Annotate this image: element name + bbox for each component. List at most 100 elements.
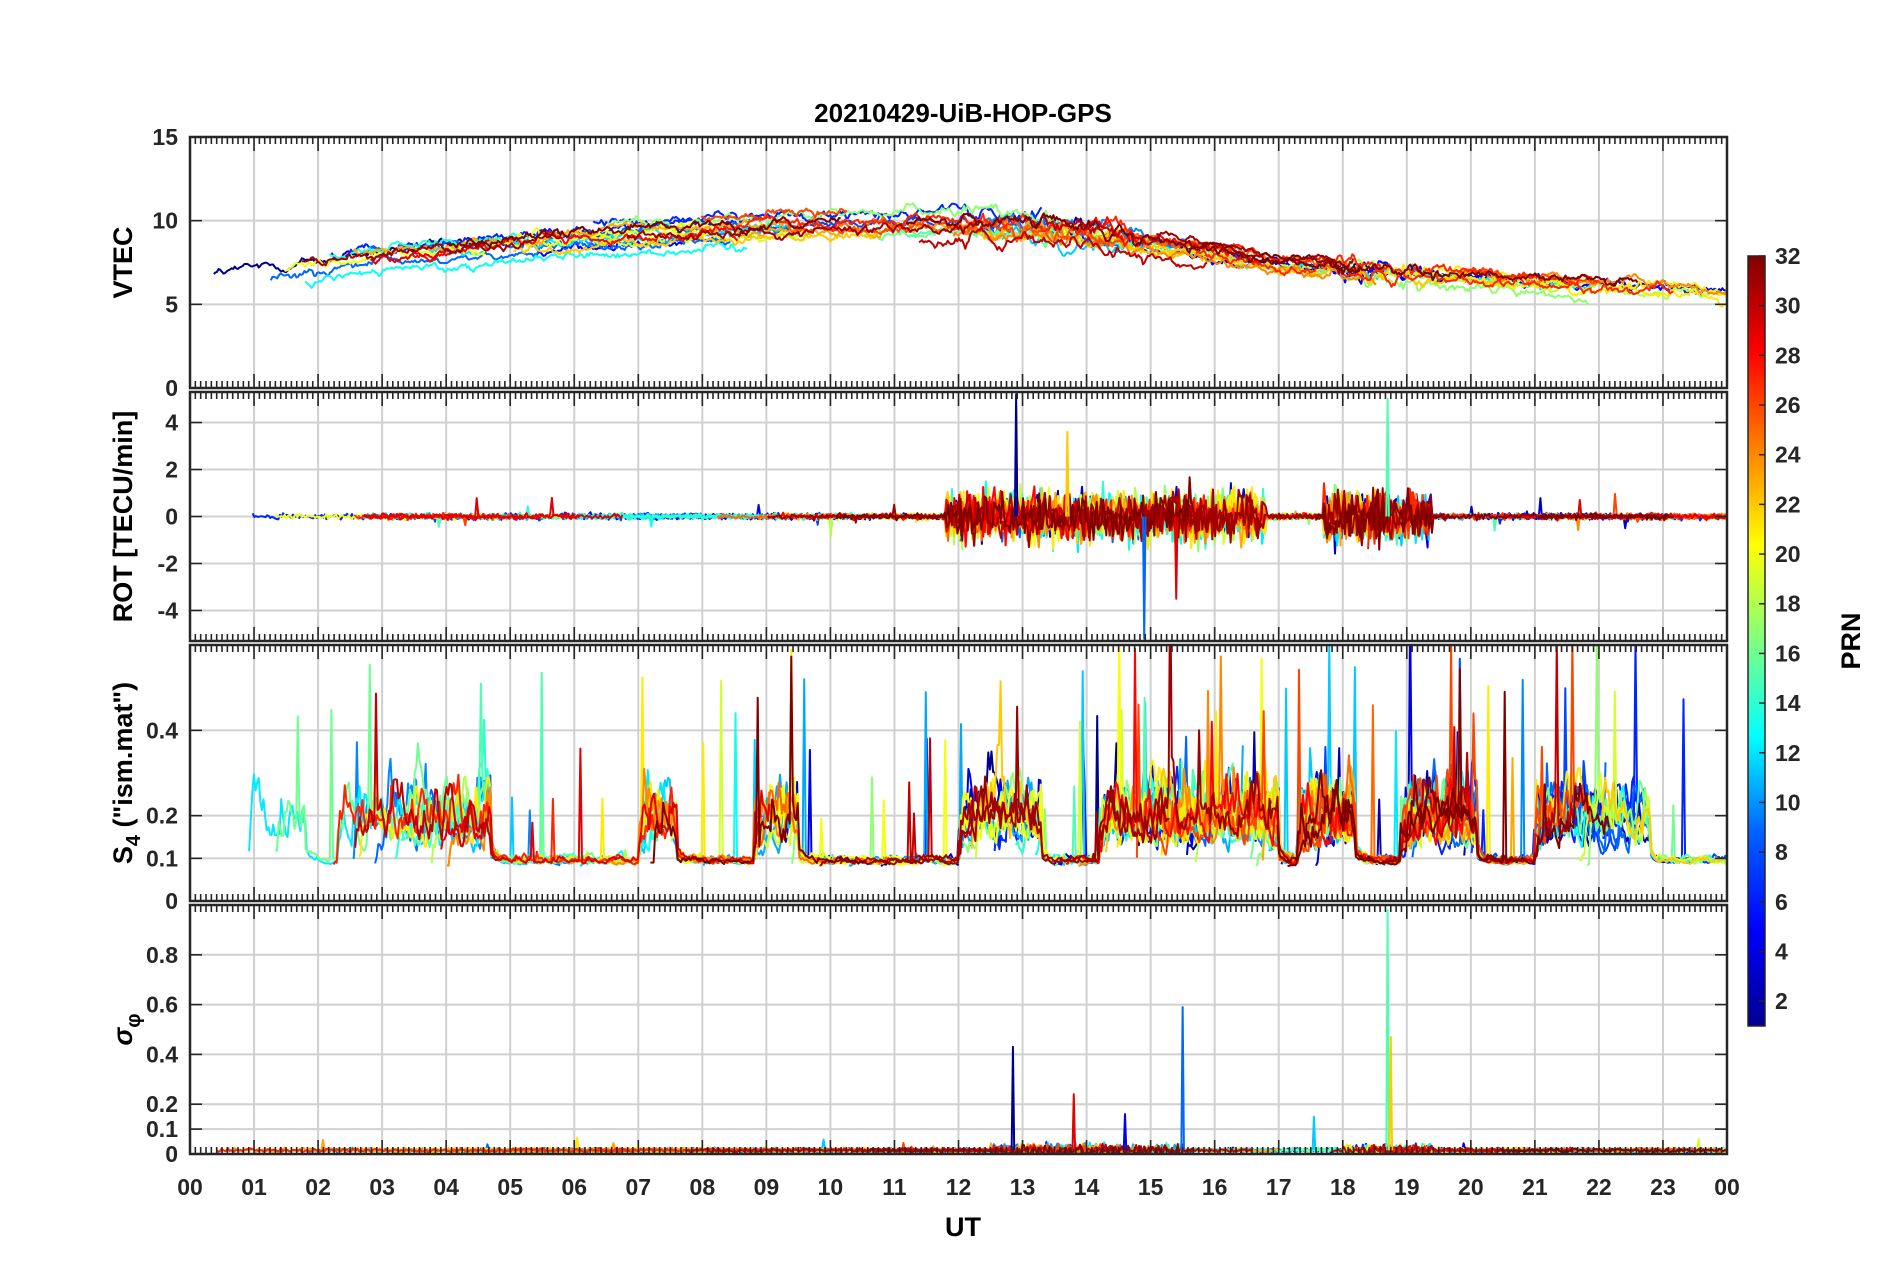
colorbar-tick-label: 32 (1775, 243, 1801, 269)
prn-trace (1538, 512, 1669, 521)
chart-title: 20210429-UiB-HOP-GPS (814, 98, 1112, 128)
colorbar-tick-label: 6 (1775, 889, 1788, 915)
prn-trace (905, 212, 1361, 275)
x-tick-label: 22 (1586, 1174, 1612, 1200)
peak-spike (1388, 1035, 1394, 1151)
x-minor-ticks (189, 136, 1728, 389)
y-tick-label: 0.4 (146, 717, 178, 743)
rot-panel: -4 -2 0 2 4 ROT [TECU/min] (108, 390, 1729, 643)
x-tick-label: 11 (882, 1174, 907, 1200)
colorbar-tick-label: 2 (1775, 988, 1788, 1014)
prn-trace (626, 219, 983, 241)
prn-trace (1030, 216, 1161, 246)
peak-spike (1173, 516, 1179, 600)
y-axis-subscript: 4 (123, 834, 145, 846)
x-minor-ticks (189, 905, 1728, 1155)
peak-spike (1141, 516, 1147, 640)
prn-trace (352, 741, 608, 865)
y-axis-symbol: S (108, 846, 138, 864)
x-axis-title: UT (945, 1212, 981, 1242)
colorbar-tick-label: 16 (1775, 640, 1801, 666)
prn-trace (301, 233, 562, 267)
y-tick-label: 0 (165, 504, 178, 530)
prn-trace (722, 212, 1144, 243)
traces (248, 645, 1727, 868)
prn-trace (888, 705, 1170, 866)
x-tick-label: 15 (1138, 1174, 1164, 1200)
y-axis-title: σφ (108, 1013, 145, 1045)
peak-spike (1385, 398, 1390, 517)
x-tick-label: 23 (1650, 1174, 1676, 1200)
x-minor-ticks (189, 645, 1728, 902)
x-tick-labels: 00 01 02 03 04 05 06 07 08 09 10 11 12 13 14 15 16 17 18 19… (177, 1174, 1740, 1200)
colorbar-tick-label: 28 (1775, 342, 1801, 368)
y-tick-label: 0.8 (146, 942, 178, 968)
colorbar-label: PRN (1836, 612, 1866, 669)
x-tick-label: 18 (1330, 1174, 1356, 1200)
x-tick-label: 09 (754, 1174, 780, 1200)
colorbar-tick-label: 8 (1775, 839, 1788, 865)
x-tick-label: 19 (1394, 1174, 1420, 1200)
x-tick-label: 04 (433, 1174, 459, 1200)
x-tick-label: 17 (1266, 1174, 1292, 1200)
x-tick-label: 00 (177, 1174, 203, 1200)
x-tick-label: 21 (1522, 1174, 1548, 1200)
y-tick-label: 0.2 (146, 1091, 178, 1117)
prn-trace (1314, 487, 1674, 551)
y-tick-label: 0.6 (146, 992, 178, 1018)
x-tick-label: 03 (369, 1174, 395, 1200)
y-tick-label: 0 (165, 1141, 178, 1167)
prn-trace (354, 692, 505, 862)
y-axis-title: ROT [TECU/min] (108, 411, 138, 622)
colorbar-tick-label: 20 (1775, 541, 1801, 567)
x-minor-ticks (189, 392, 1728, 641)
colorbar-tick-label: 18 (1775, 591, 1801, 617)
x-tick-label: 00 (1714, 1174, 1740, 1200)
prn-trace (835, 476, 1193, 542)
prn-trace (746, 739, 1052, 867)
x-tick-label: 16 (1202, 1174, 1228, 1200)
prn-trace (446, 216, 841, 249)
y-tick-label: 15 (152, 124, 178, 150)
prn-trace (440, 747, 771, 865)
prn-trace (411, 226, 739, 263)
x-tick-label: 02 (305, 1174, 331, 1200)
y-axis-suffix: ("ism.mat") (108, 682, 138, 835)
prn-trace (1601, 776, 1727, 865)
traces (213, 202, 1727, 308)
y-axis-symbol: σ (108, 1027, 138, 1046)
prn-trace (650, 655, 867, 865)
colorbar-tick-label: 10 (1775, 789, 1801, 815)
prn-trace (363, 512, 581, 522)
s4-panel: 00.10.20.4S4 ("ism.mat") (108, 643, 1729, 914)
y-tick-label: -2 (158, 550, 178, 576)
colorbar-tick-label: 22 (1775, 491, 1801, 517)
peak-spike (1013, 393, 1019, 517)
x-tick-label: 06 (561, 1174, 587, 1200)
prn-trace (269, 236, 731, 281)
prn-trace (304, 241, 748, 289)
prn-trace (1183, 239, 1639, 287)
colorbar-tick-label: 24 (1775, 442, 1801, 468)
y-tick-label: 2 (165, 457, 178, 483)
y-tick-label: 0.1 (146, 845, 178, 871)
y-tick-label: 4 (165, 410, 178, 436)
y-axis-title: VTEC (108, 226, 138, 298)
peak-spike (1010, 1045, 1016, 1151)
x-tick-label: 01 (241, 1174, 267, 1200)
y-tick-label: 5 (165, 291, 178, 317)
y-tick-label: 0.4 (146, 1041, 178, 1067)
sigma-phi-panel: 00.10.2 0.4 0.6 0.8 σφ (108, 903, 1729, 1167)
prn-trace (1276, 668, 1610, 866)
prn-trace (1156, 230, 1355, 275)
prn-trace (700, 207, 848, 222)
peak-spike (1071, 1093, 1077, 1151)
peak-spike (1122, 1113, 1128, 1151)
x-tick-label: 08 (690, 1174, 716, 1200)
colorbar-tick-label: 30 (1775, 293, 1801, 319)
y-axis-subscript: φ (123, 1013, 145, 1027)
